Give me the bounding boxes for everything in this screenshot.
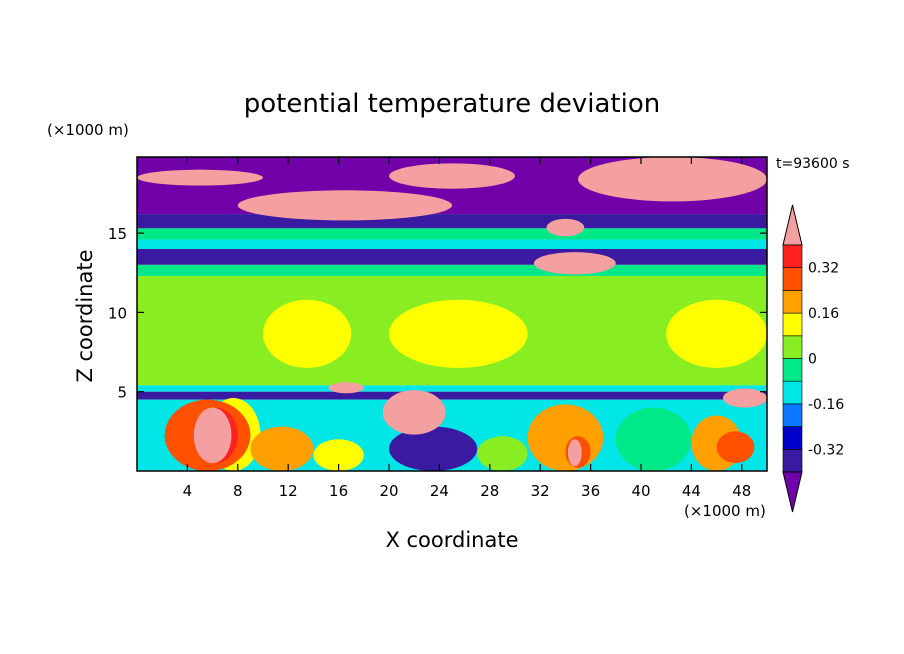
x-tick-label: 40	[631, 482, 650, 500]
heatmap-area	[137, 157, 767, 471]
field-patch-34	[722, 388, 767, 408]
colorbar-swatch	[782, 403, 803, 427]
plot-frame	[136, 156, 768, 472]
colorbar-label: 0.32	[808, 261, 839, 277]
field-patch-31	[546, 218, 585, 237]
field-patch-30	[533, 252, 616, 275]
x-tick-label: 24	[430, 482, 449, 500]
x-tick-label: 28	[480, 482, 499, 500]
y-unit-label: (×1000 m)	[47, 121, 129, 139]
colorbar-label: -0.32	[808, 442, 844, 458]
field-patch-29	[578, 157, 767, 202]
colorbar-swatch	[782, 358, 803, 382]
field-band-9	[137, 391, 767, 400]
field-band-3	[137, 239, 767, 249]
y-axis: 5 10 15	[108, 225, 767, 402]
colorbar-label: 0	[808, 352, 817, 368]
x-axis-label: X coordinate	[385, 528, 518, 552]
colorbar-swatch	[782, 448, 803, 473]
colorbar-swatch	[782, 244, 803, 269]
field-patch-14	[250, 426, 314, 471]
colorbar-swatch	[782, 335, 803, 359]
field-patch-25	[666, 299, 767, 368]
field-patch-27	[237, 190, 452, 221]
field-patch-32	[382, 390, 446, 435]
field-patch-35	[193, 407, 232, 464]
x-tick-label: 48	[732, 482, 751, 500]
field-patch-23	[263, 299, 352, 368]
time-label: t=93600 s	[776, 156, 850, 172]
colorbar-swatch	[782, 380, 803, 405]
x-tick-label: 44	[682, 482, 701, 500]
x-tick-label: 8	[233, 482, 243, 500]
colorbar-swatch	[782, 290, 803, 314]
field-patch-20	[615, 407, 692, 471]
field-band-2	[137, 228, 767, 240]
y-axis-label: Z coordinate	[73, 249, 97, 382]
x-tick-label: 20	[379, 482, 398, 500]
field-band-4	[137, 248, 767, 265]
field-patch-26	[137, 169, 263, 186]
x-tick-label: 16	[329, 482, 348, 500]
colorbar-swatch	[782, 267, 803, 291]
x-tick-label: 36	[581, 482, 600, 500]
colorbar-label: 0.16	[808, 306, 839, 322]
y-tick-label: 5	[117, 384, 127, 402]
field-band-1	[137, 214, 767, 229]
colorbar-swatch	[782, 312, 803, 337]
x-unit-label: (×1000 m)	[684, 502, 766, 520]
field-band-6	[137, 275, 767, 297]
colorbar-label: -0.16	[808, 397, 844, 413]
field-band-5	[137, 264, 767, 276]
colorbar-extend-max	[782, 204, 803, 246]
y-tick-label: 15	[108, 225, 127, 243]
field-patch-18	[527, 404, 604, 471]
x-tick-label: 32	[531, 482, 550, 500]
field-patch-16	[389, 426, 478, 471]
x-tick-label: 12	[279, 482, 298, 500]
field-patch-22	[716, 431, 755, 464]
field-band-8	[137, 385, 767, 392]
field-patch-33	[328, 382, 364, 394]
field-patch-15	[313, 439, 364, 471]
y-tick-label: 10	[108, 304, 127, 322]
chart-title: potential temperature deviation	[244, 89, 660, 119]
field-patch-17	[477, 436, 528, 471]
x-axis: 4 8 12 16 20 24 28 32 36 40 44 48	[183, 157, 751, 500]
colorbar-swatch	[782, 426, 803, 450]
field-patch-36	[567, 439, 582, 467]
field-patch-24	[389, 299, 528, 368]
x-tick-label: 4	[183, 482, 193, 500]
colorbar-extend-min	[782, 471, 803, 513]
colorbar: 0.32 0.16 0 -0.16 -0.32	[782, 204, 844, 513]
field-patch-28	[389, 163, 515, 189]
